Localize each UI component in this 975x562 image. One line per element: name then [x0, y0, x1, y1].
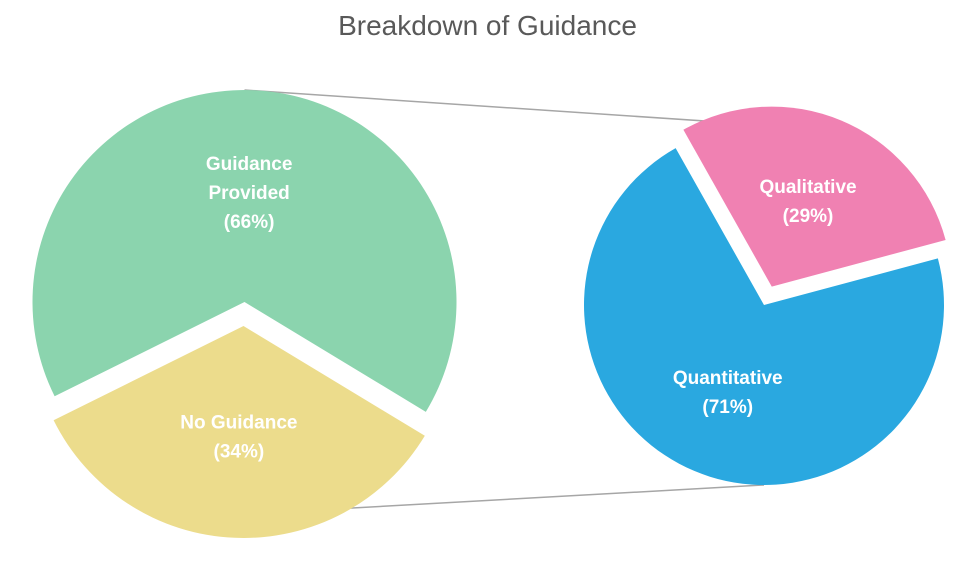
secondary-label-qualitative: Qualitative (29%): [759, 177, 856, 227]
chart-title: Breakdown of Guidance: [338, 10, 637, 41]
secondary-slice-qualitative: [683, 106, 946, 287]
main-label-guidance: Guidance Provided (66%): [206, 154, 293, 233]
main-label-no-guidance: No Guidance (34%): [180, 413, 297, 463]
connector-line-top: [244, 89, 765, 126]
secondary-slice-quantitative: [584, 148, 944, 485]
secondary-pie: Quantitative (71%) Qualitative (29%): [584, 106, 946, 485]
main-pie: No Guidance (34%) Guidance Provided (66%): [32, 90, 457, 538]
main-slice-guidance: [32, 90, 457, 412]
secondary-label-quantitative: Quantitative (71%): [673, 368, 783, 418]
main-slice-no-guidance: [53, 325, 425, 538]
